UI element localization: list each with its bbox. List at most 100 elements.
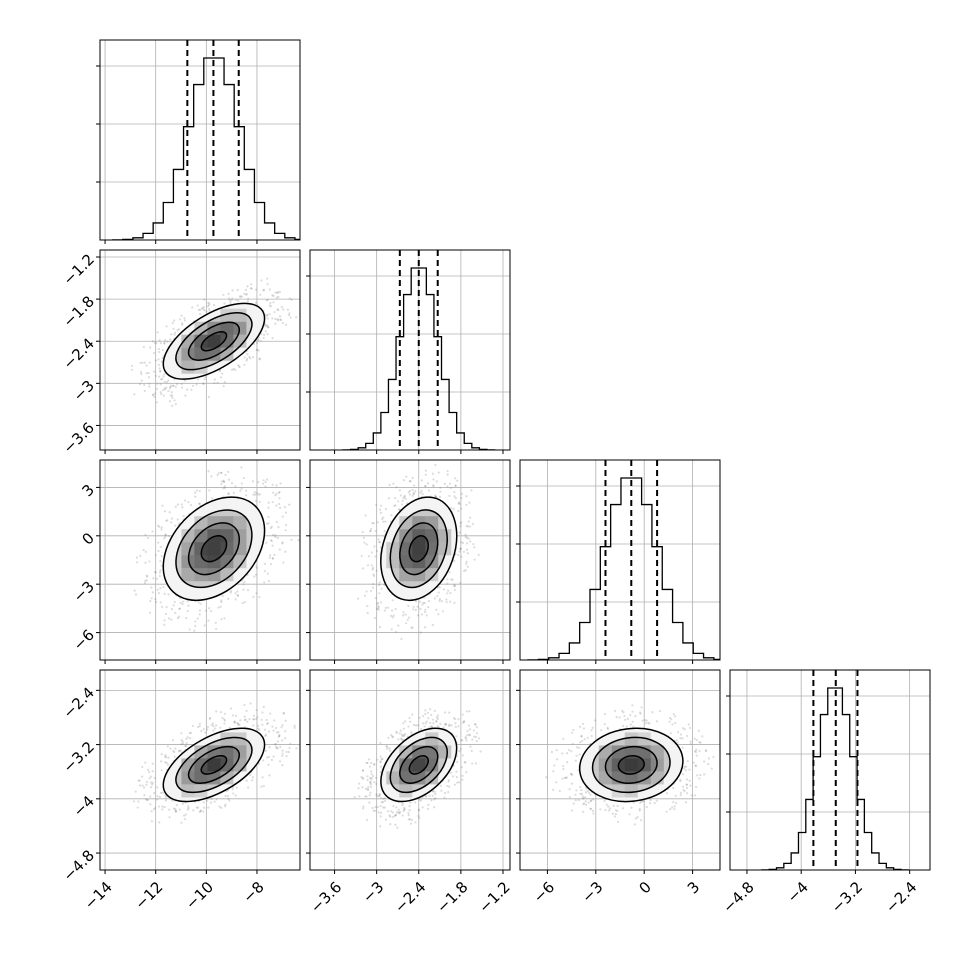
scatter-point [264,749,267,752]
scatter-point [395,486,398,489]
scatter-point [385,745,388,748]
scatter-point [197,502,201,505]
scatter-point [603,800,606,803]
scatter-point [196,304,199,307]
scatter-point [638,711,642,714]
scatter-point [393,496,397,500]
x-tick-label: −2.4 [391,878,429,916]
scatter-point [445,600,448,604]
scatter-point [408,716,411,719]
scatter-point [384,818,388,821]
scatter-point [136,806,139,809]
scatter-point [281,739,284,742]
scatter-point [260,718,263,721]
scatter-point [365,590,368,593]
scatter-point [363,541,366,544]
scatter-point [214,621,217,624]
scatter-point [273,719,276,722]
scatter-point [378,793,381,796]
scatter-point [187,807,190,810]
scatter-point [562,764,565,768]
scatter-point [466,734,469,737]
scatter-point [158,367,161,370]
scatter-point [151,783,154,786]
scatter-point [424,722,427,725]
scatter-point [153,341,157,344]
histogram-1 [342,267,496,450]
scatter-point [155,401,158,404]
scatter-point [288,297,291,300]
scatter-point [471,522,474,526]
scatter-point [371,586,375,589]
scatter-point [582,722,585,726]
scatter-point [167,756,170,759]
scatter-point [374,809,377,812]
scatter-point [159,559,162,563]
scatter-point [550,750,554,754]
scatter-point [379,765,382,768]
scatter-point [145,579,148,582]
scatter-point [679,779,682,783]
scatter-point [368,765,372,768]
scatter-point [454,496,457,500]
scatter-point [223,486,227,489]
scatter-point [613,709,617,712]
scatter-point [475,739,478,743]
panel-3-0: −14 −12 −10 −8−4.8−4−3.2−2.4 [60,669,301,913]
scatter-point [463,720,466,723]
scatter-point [173,755,176,758]
scatter-point [672,801,675,804]
scatter-point [465,560,468,563]
density-cell [412,758,426,772]
scatter-point [163,510,167,513]
scatter-point [245,489,248,492]
scatter-point [219,376,223,379]
scatter-point [443,791,447,795]
scatter-point [266,317,269,320]
scatter-point [459,525,462,528]
scatter-point [165,605,168,609]
scatter-point [452,507,455,511]
scatter-point [159,383,162,386]
scatter-point [220,599,223,602]
scatter-point [625,725,628,728]
scatter-point [181,742,184,745]
scatter-point [158,795,162,799]
scatter-point [156,795,159,798]
scatter-point [249,702,252,705]
scatter-point [229,591,232,594]
scatter-point [446,784,449,788]
scatter-point [374,776,378,779]
scatter-point [246,300,249,303]
scatter-point [424,608,427,611]
scatter-point [424,709,427,712]
scatter-point [293,726,296,729]
scatter-point [261,776,264,779]
scatter-point [231,714,235,717]
scatter-point [271,557,274,560]
scatter-point [214,627,218,631]
scatter-point [634,715,637,718]
scatter-point [207,395,211,399]
scatter-point [151,781,154,784]
scatter-point [403,720,407,723]
scatter-point [450,578,453,581]
scatter-point [472,542,475,546]
scatter-point [416,614,420,617]
scatter-point [134,790,137,793]
scatter-point [694,785,698,789]
scatter-point [219,711,223,714]
contour-line [175,509,253,589]
scatter-point [157,358,160,361]
scatter-point [698,741,701,744]
scatter-point [276,740,280,743]
density-cell [233,732,247,746]
scatter-point [364,514,367,517]
scatter-point [693,750,697,753]
scatter-point [460,766,463,769]
scatter-point [158,821,161,824]
scatter-point [208,302,211,305]
scatter-point [222,480,226,483]
scatter-point [568,749,571,752]
